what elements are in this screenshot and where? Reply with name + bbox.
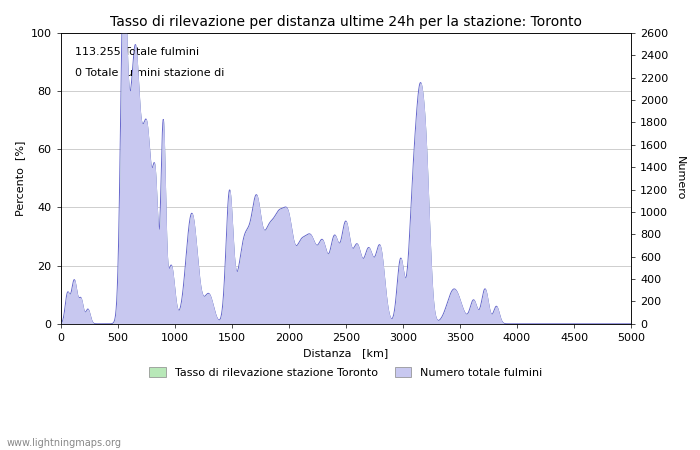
Text: 113.255 Totale fulmini: 113.255 Totale fulmini <box>75 48 199 58</box>
Text: www.lightningmaps.org: www.lightningmaps.org <box>7 437 122 447</box>
Legend: Tasso di rilevazione stazione Toronto, Numero totale fulmini: Tasso di rilevazione stazione Toronto, N… <box>145 363 547 382</box>
Y-axis label: Numero: Numero <box>675 156 685 201</box>
Text: 0 Totale fulmini stazione di: 0 Totale fulmini stazione di <box>75 68 224 78</box>
Title: Tasso di rilevazione per distanza ultime 24h per la stazione: Toronto: Tasso di rilevazione per distanza ultime… <box>110 15 582 29</box>
Y-axis label: Percento  [%]: Percento [%] <box>15 141 25 216</box>
X-axis label: Distanza   [km]: Distanza [km] <box>303 348 389 358</box>
